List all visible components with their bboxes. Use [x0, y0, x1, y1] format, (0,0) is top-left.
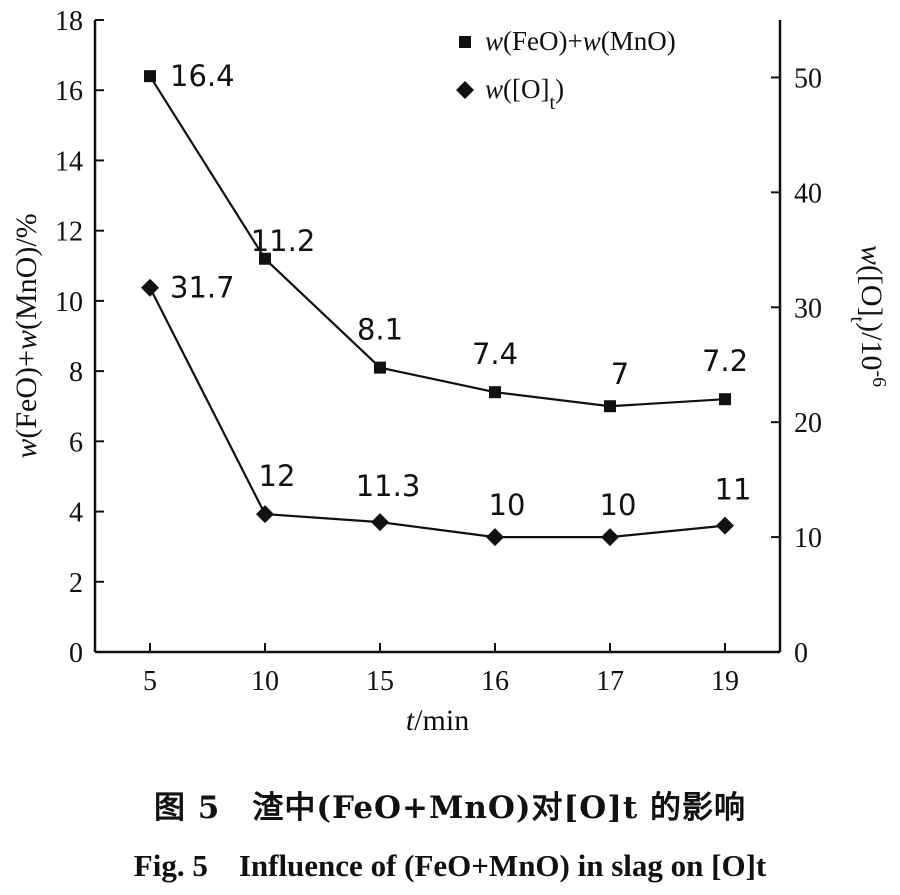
right-y-tick-label: 30: [794, 293, 822, 324]
left-y-tick-label: 8: [69, 357, 83, 388]
diamond-data-point: [141, 278, 159, 297]
data-label: 31.7: [170, 271, 235, 305]
x-tick-label: 16: [481, 666, 509, 697]
left-y-tick-label: 4: [69, 498, 83, 529]
data-label: 11: [715, 473, 752, 507]
legend-entry-label: w([O]t): [485, 74, 564, 114]
left-y-tick-label: 18: [55, 6, 83, 37]
data-label: 7.2: [702, 344, 748, 378]
data-label: 10: [489, 488, 526, 522]
left-y-tick-label: 6: [69, 427, 83, 458]
left-y-tick-label: 16: [55, 76, 83, 107]
right-y-tick-label: 40: [794, 178, 822, 209]
left-y-tick-label: 2: [69, 568, 83, 599]
legend: w(FeO)+w(MnO) w([O]t): [456, 26, 676, 114]
series-line-o-total: [149, 287, 726, 539]
square-data-point: [604, 400, 616, 413]
left-y-axis-title: w(FeO)+w(MnO)/%: [10, 213, 43, 458]
figure-caption-english: Fig. 5 Influence of (FeO+MnO) in slag on…: [133, 848, 767, 883]
x-tick-label: 17: [596, 666, 624, 697]
legend-marker-diamond: [456, 81, 474, 99]
diamond-data-point: [716, 516, 734, 535]
legend-marker-square: [459, 36, 471, 48]
data-label: 12: [259, 459, 296, 493]
axes-frame: t/min w(FeO)+w(MnO)/% w([O]t)/10-6: [10, 20, 890, 737]
x-tick-label: 5: [143, 666, 157, 697]
left-y-tick-label: 0: [69, 638, 83, 669]
data-label: 7.4: [472, 337, 518, 371]
data-label: 11.3: [356, 469, 421, 503]
dual-axis-line-chart: t/min w(FeO)+w(MnO)/% w([O]t)/10-6 0 2 4 6 8 10…: [10, 6, 890, 737]
right-y-axis-title: w([O]t)/10-6: [846, 245, 890, 387]
series-layer: [141, 70, 734, 547]
square-data-point: [144, 70, 156, 83]
series-line-feo-mno: [149, 75, 726, 408]
diamond-data-point: [371, 513, 389, 532]
data-label: 8.1: [357, 313, 403, 347]
right-y-tick-label: 0: [794, 638, 808, 669]
data-label: 7: [611, 357, 629, 391]
right-y-tick-label: 10: [794, 523, 822, 554]
figure-caption-chinese: 图 5 渣中(FeO+MnO)对[O]t 的影响: [153, 790, 747, 826]
diamond-data-point: [256, 505, 274, 524]
legend-entry-label: w(FeO)+w(MnO): [485, 26, 676, 56]
x-tick-label: 15: [366, 666, 394, 697]
x-axis-title: t/min: [406, 704, 469, 737]
data-label: 10: [600, 488, 637, 522]
left-y-tick-label: 10: [55, 287, 83, 318]
right-y-tick-label: 20: [794, 408, 822, 439]
square-data-point: [489, 386, 501, 399]
data-labels: 16.4 11.2 8.1 7.4 7 7.2 31.7 12 11.3 10 10 11: [170, 59, 751, 522]
axis-ticks: 0 2 4 6 8 10 12 14 16 18 0 10 20 30 40 50 5 10 15 16 17 19: [55, 6, 822, 697]
left-y-tick-label: 12: [55, 217, 83, 248]
x-tick-label: 10: [251, 666, 279, 697]
square-data-point: [259, 252, 271, 265]
data-label: 11.2: [251, 224, 316, 258]
diamond-data-point: [601, 528, 619, 547]
diamond-data-point: [486, 528, 504, 547]
data-label: 16.4: [170, 59, 235, 93]
square-data-point: [374, 361, 386, 374]
left-y-tick-label: 14: [55, 146, 83, 177]
square-data-point: [719, 393, 731, 406]
right-y-tick-label: 50: [794, 63, 822, 94]
x-tick-label: 19: [711, 666, 739, 697]
